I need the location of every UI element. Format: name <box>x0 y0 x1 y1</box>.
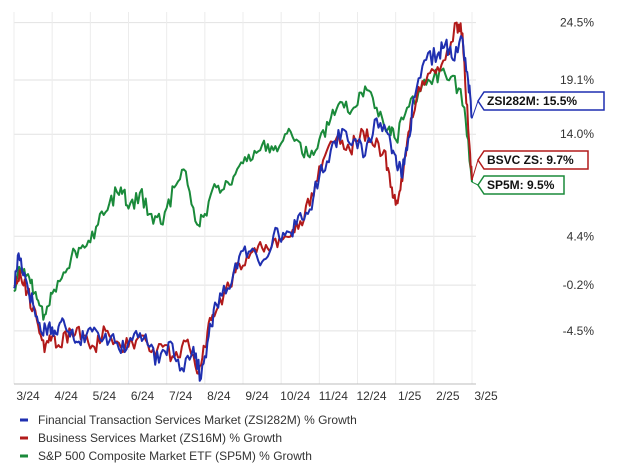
legend-entry-0: Financial Transaction Services Market (Z… <box>20 413 357 427</box>
x-tick-label: 3/24 <box>16 389 40 403</box>
legend-label: S&P 500 Composite Market ETF (SP5M) % Gr… <box>38 449 312 463</box>
axes: 24.5% 19.1% 14.0% 4.4% -0.2% -4.5% 3/24 4/24 5/2… <box>14 16 594 403</box>
badge-leader <box>471 181 479 186</box>
y-tick-label: -4.5% <box>563 324 595 338</box>
x-tick-label: 6/24 <box>131 389 155 403</box>
badge-box <box>477 175 565 195</box>
badge-box <box>477 150 589 170</box>
x-tick-label: 5/24 <box>93 389 117 403</box>
x-tick-label: 10/24 <box>280 389 310 403</box>
y-tick-label: -0.2% <box>563 278 595 292</box>
badge-leader <box>471 100 479 119</box>
value-badge-1: BSVC ZS: 9.7% <box>471 150 589 181</box>
legend: Financial Transaction Services Market (Z… <box>20 413 357 463</box>
value-badges: ZSI282M: 15.5% BSVC ZS: 9.7% SP5M: 9.5% <box>471 91 605 195</box>
value-badge-2: SP5M: 9.5% <box>471 175 565 195</box>
x-tick-label: 8/24 <box>207 389 231 403</box>
x-tick-label: 1/25 <box>398 389 422 403</box>
x-tick-label: 2/25 <box>436 389 460 403</box>
badge-box <box>477 91 605 111</box>
badge-label: ZSI282M: 15.5% <box>487 94 577 108</box>
x-tick-label: 4/24 <box>54 389 78 403</box>
badge-leader <box>471 159 479 181</box>
y-tick-label: 24.5% <box>560 16 594 30</box>
y-tick-label: 19.1% <box>560 73 594 87</box>
legend-entry-2: S&P 500 Composite Market ETF (SP5M) % Gr… <box>20 449 312 463</box>
series-lines <box>13 21 473 382</box>
y-tick-label: 14.0% <box>560 127 594 141</box>
x-tick-label: 9/24 <box>245 389 269 403</box>
badge-label: SP5M: 9.5% <box>487 178 555 192</box>
legend-label: Financial Transaction Services Market (Z… <box>38 413 357 427</box>
legend-label: Business Services Market (ZS16M) % Growt… <box>38 431 282 445</box>
badge-label: BSVC ZS: 9.7% <box>487 153 574 167</box>
series-line-0 <box>13 35 473 382</box>
y-tick-label: 4.4% <box>567 229 595 243</box>
legend-entry-1: Business Services Market (ZS16M) % Growt… <box>20 431 282 445</box>
grid <box>13 12 476 384</box>
x-tick-label: 3/25 <box>474 389 498 403</box>
x-tick-label: 12/24 <box>356 389 386 403</box>
series-line-2 <box>13 67 473 321</box>
x-tick-label: 11/24 <box>319 389 348 403</box>
x-tick-label: 7/24 <box>169 389 193 403</box>
value-badge-0: ZSI282M: 15.5% <box>471 91 605 119</box>
